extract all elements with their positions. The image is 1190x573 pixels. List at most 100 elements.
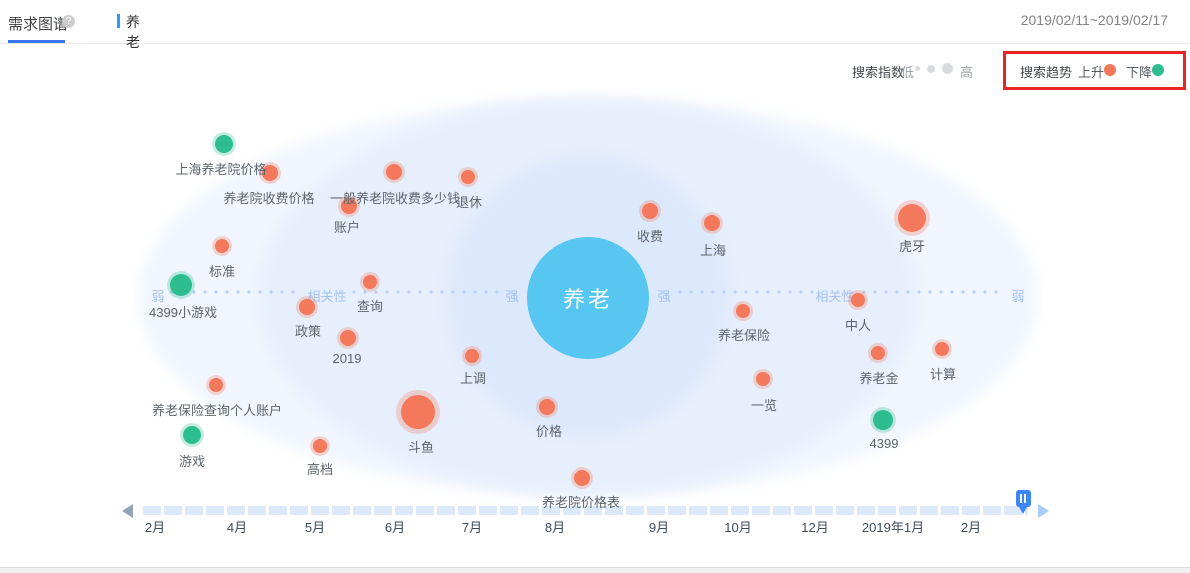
axis-dotted-line <box>678 290 814 294</box>
trend-down-dot-icon <box>1152 64 1164 76</box>
keyword-bubble[interactable] <box>898 204 926 232</box>
active-title-underline <box>8 40 65 43</box>
axis-weak-right-label: 弱 <box>1011 289 1025 304</box>
axis-strong-right-label: 强 <box>657 289 671 304</box>
page-title: 需求图谱 <box>8 16 69 33</box>
keyword-label: 上海养老院价格 <box>175 162 267 177</box>
trend-legend-highlight-box <box>1003 51 1186 90</box>
size-dot-large-icon <box>942 63 953 74</box>
keyword-bubble[interactable] <box>170 274 192 296</box>
keyword-label: 一览 <box>750 398 778 413</box>
keyword-bubble[interactable] <box>873 410 893 430</box>
timeline-month-label: 5月 <box>304 520 326 535</box>
keyword-label: 养老保险 <box>717 328 771 343</box>
search-trend-legend-label: 搜索趋势 <box>1020 65 1073 80</box>
keyword-label: 养老院价格表 <box>541 495 621 510</box>
keyword-bubble[interactable] <box>465 349 479 363</box>
timeline-slider: 2月 4月 5月 6月 7月 8月 9月 10月 12月 2019年1月 2月 <box>0 490 1190 567</box>
axis-weak-left-label: 弱 <box>151 289 165 304</box>
demand-graph-chart: 弱 相关性 强 强 相关性 弱 养老 上海养老院价格养老院收费价格 一般养老院收费… <box>0 44 1190 524</box>
keyword-label: 上海 <box>699 243 727 258</box>
keyword-label: 价格 <box>535 424 563 439</box>
axis-relevance-right-label: 相关性 <box>815 289 855 304</box>
keyword-bubble[interactable] <box>736 304 750 318</box>
legend-high-label: 高 <box>960 65 974 80</box>
keyword-label: 中人 <box>844 318 872 333</box>
keyword-bubble[interactable] <box>209 378 223 392</box>
timeline-month-label: 2019年1月 <box>861 520 925 535</box>
keyword-bubble[interactable] <box>313 439 327 453</box>
keyword-bubble[interactable] <box>851 293 865 307</box>
keyword-bubble[interactable] <box>183 426 201 444</box>
keyword-label: 查询 <box>356 299 384 314</box>
timeline-next-arrow-icon[interactable] <box>1038 504 1049 518</box>
keyword-marker-icon <box>117 14 120 28</box>
timeline-month-label: 2月 <box>144 520 166 535</box>
keyword-bubble[interactable] <box>539 399 555 415</box>
keyword-label: 收费 <box>636 229 664 244</box>
keyword-label: 4399小游戏 <box>149 305 217 320</box>
keyword-bubble[interactable] <box>756 372 770 386</box>
timeline-month-label: 8月 <box>544 520 566 535</box>
keyword-label: 标准 <box>208 264 236 279</box>
date-range: 2019/02/11~2019/02/17 <box>1020 12 1168 28</box>
keyword-bubble[interactable] <box>574 470 590 486</box>
keyword-bubble[interactable] <box>341 198 357 214</box>
keyword-label: 虎牙 <box>898 239 926 254</box>
timeline-track[interactable] <box>143 506 1028 515</box>
timeline-month-label: 4月 <box>226 520 248 535</box>
keyword-label: 4399 <box>869 436 899 451</box>
axis-dotted-line <box>862 290 1004 294</box>
keyword-bubble[interactable] <box>215 239 229 253</box>
trend-down-label: 下降 <box>1126 65 1153 80</box>
keyword-bubble[interactable] <box>461 170 475 184</box>
keyword-bubble[interactable] <box>401 395 435 429</box>
keyword-bubble[interactable] <box>299 299 315 315</box>
keyword-bubble[interactable] <box>871 346 885 360</box>
trend-up-dot-icon <box>1104 64 1116 76</box>
help-icon[interactable]: ? <box>62 15 75 28</box>
keyword-bubble[interactable] <box>262 165 278 181</box>
search-index-legend-label: 搜索指数 <box>852 65 905 80</box>
keyword-label: 斗鱼 <box>407 440 435 455</box>
keyword-label: 2019 <box>332 351 362 366</box>
timeline-month-label: 2月 <box>960 520 982 535</box>
keyword-bubble[interactable] <box>215 135 233 153</box>
keyword-label: 计算 <box>929 367 957 382</box>
legend-low-label: 低 <box>901 65 915 80</box>
keyword-bubble[interactable] <box>340 330 356 346</box>
axis-dotted-line <box>170 290 300 294</box>
keyword-label: 退休 <box>455 195 483 210</box>
keyword-label: 上调 <box>459 371 487 386</box>
keyword-bubble[interactable] <box>363 275 377 289</box>
timeline-month-label: 9月 <box>648 520 670 535</box>
keyword-label: 一般养老院收费多少钱 <box>329 191 461 206</box>
timeline-prev-arrow-icon[interactable] <box>122 504 133 518</box>
legend-row: 搜索指数 低 高 搜索趋势 上升 下降 <box>0 44 1190 100</box>
timeline-month-label: 6月 <box>384 520 406 535</box>
timeline-handle-tip-icon <box>1019 507 1027 514</box>
trend-up-label: 上升 <box>1078 65 1105 80</box>
keyword-bubble[interactable] <box>704 215 720 231</box>
timeline-month-label: 10月 <box>724 520 752 535</box>
keyword-bubble[interactable] <box>935 342 949 356</box>
keyword-label: 游戏 <box>178 454 206 469</box>
axis-strong-left-label: 强 <box>505 289 519 304</box>
timeline-month-label: 12月 <box>801 520 829 535</box>
timeline-handle[interactable] <box>1016 490 1031 507</box>
keyword-label: 养老院收费价格 <box>223 191 315 206</box>
keyword-label: 高档 <box>306 462 334 477</box>
keyword-bubble[interactable] <box>386 164 402 180</box>
size-dot-small-icon <box>915 66 920 71</box>
axis-dotted-line <box>352 290 502 294</box>
keyword-tab-label: 养老 <box>126 14 140 50</box>
center-keyword-bubble[interactable]: 养老 <box>527 237 649 359</box>
module-header: 需求图谱 ? 养老 2019/02/11~2019/02/17 <box>0 0 1190 50</box>
timeline-month-label: 7月 <box>461 520 483 535</box>
size-dot-medium-icon <box>927 65 935 73</box>
axis-relevance-left-label: 相关性 <box>307 289 347 304</box>
keyword-bubble[interactable] <box>642 203 658 219</box>
keyword-label: 养老保险查询个人账户 <box>151 403 283 418</box>
next-section-edge <box>0 567 1190 573</box>
keyword-label: 养老金 <box>859 371 899 386</box>
